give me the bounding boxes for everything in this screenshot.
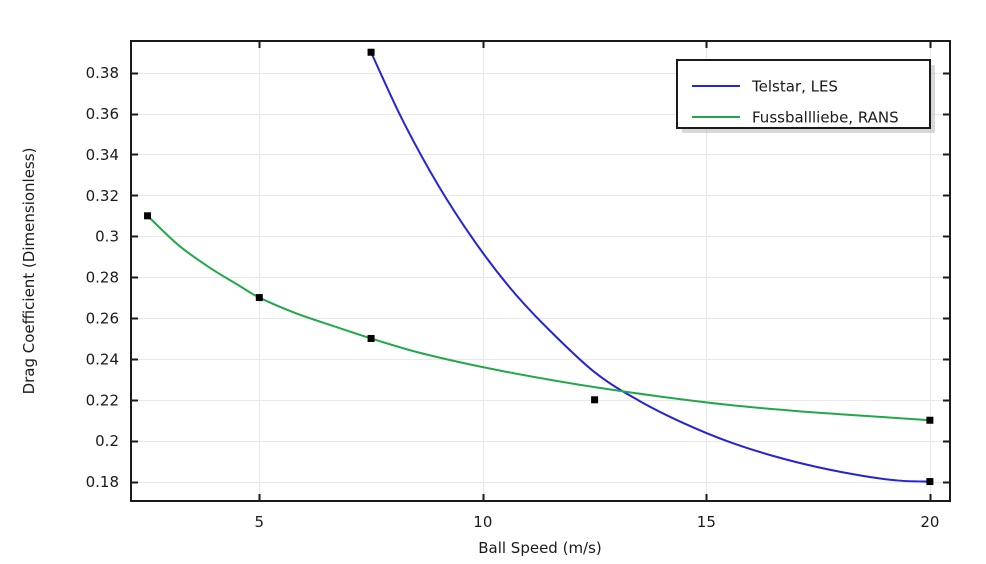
data-point-marker bbox=[367, 334, 375, 342]
tickmarks-group bbox=[131, 41, 950, 501]
legend-entries: Telstar, LES Fussballliebe, RANS bbox=[692, 78, 899, 127]
data-point-marker bbox=[926, 416, 934, 424]
y-tick-label: 0.28 bbox=[86, 269, 119, 287]
gridlines-group bbox=[131, 41, 950, 501]
x-axis-title: Ball Speed (m/s) bbox=[478, 539, 602, 557]
y-tick-label: 0.32 bbox=[86, 187, 119, 205]
series-line bbox=[146, 214, 931, 422]
series-group bbox=[144, 48, 934, 486]
legend-label: Fussballliebe, RANS bbox=[752, 109, 899, 127]
y-tick-label: 0.26 bbox=[86, 310, 119, 328]
y-axis-title: Drag Coefficient (Dimensionless) bbox=[20, 148, 38, 395]
y-tick-label: 0.18 bbox=[86, 473, 119, 491]
y-tick-label: 0.2 bbox=[95, 432, 119, 450]
data-point-marker bbox=[144, 212, 152, 220]
x-tick-label: 5 bbox=[255, 513, 265, 531]
y-tick-label: 0.34 bbox=[86, 146, 119, 164]
data-point-marker bbox=[367, 48, 375, 56]
y-tick-label: 0.3 bbox=[95, 228, 119, 246]
data-point-marker bbox=[255, 294, 263, 302]
data-point-marker bbox=[926, 478, 934, 486]
y-tick-label: 0.36 bbox=[86, 105, 119, 123]
data-point-marker bbox=[591, 396, 599, 404]
chart-legend[interactable]: Telstar, LES Fussballliebe, RANS bbox=[676, 59, 935, 133]
y-tick-label: 0.22 bbox=[86, 391, 119, 409]
x-tick-label: 20 bbox=[920, 513, 939, 531]
series-line bbox=[370, 51, 931, 483]
y-tick-label: 0.38 bbox=[86, 64, 119, 82]
plot-frame bbox=[129, 39, 952, 503]
y-tick-label: 0.24 bbox=[86, 350, 119, 368]
legend-label: Telstar, LES bbox=[751, 78, 838, 96]
x-tick-label: 10 bbox=[473, 513, 492, 531]
x-tick-label: 15 bbox=[697, 513, 716, 531]
tick-labels-group: 0.18 0.2 0.22 0.24 0.26 0.28 0.3 0.32 0.34 0.36 0.… bbox=[86, 64, 940, 531]
